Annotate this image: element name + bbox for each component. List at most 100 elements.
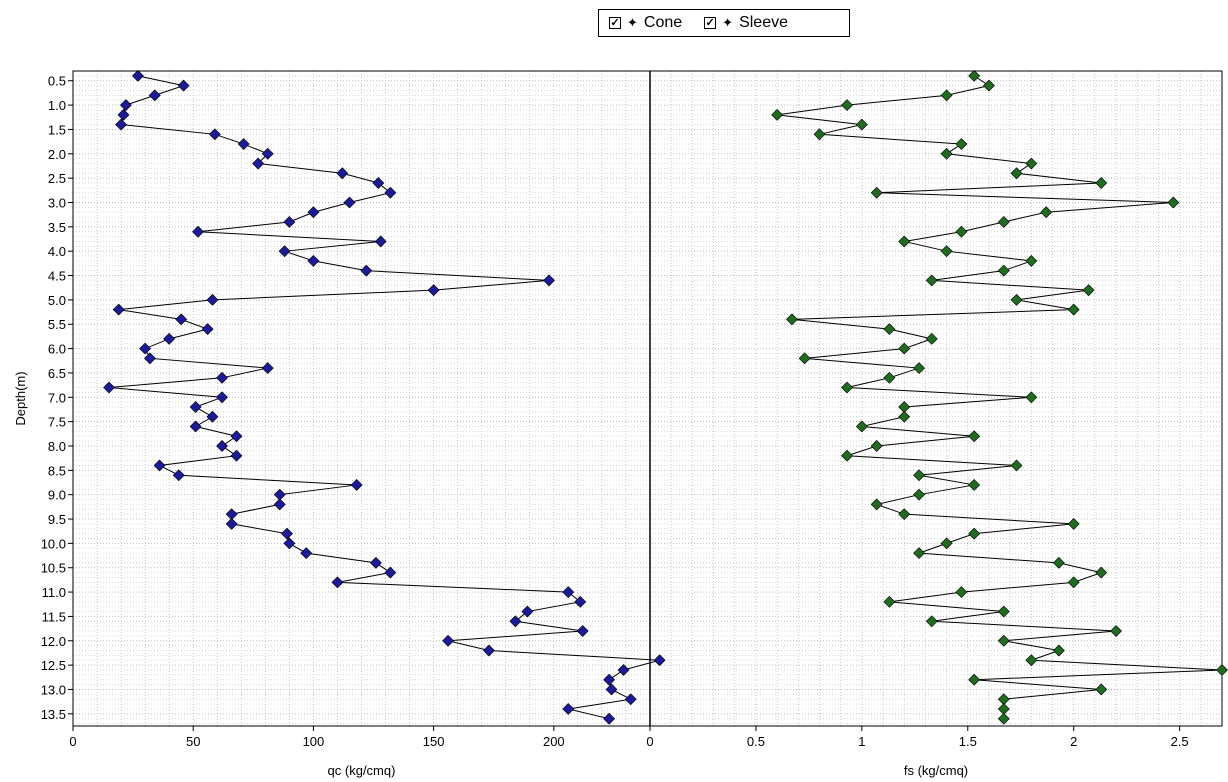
x-tick-label: 200	[543, 734, 565, 749]
cone-data-point	[216, 371, 228, 384]
sleeve-data-point	[968, 527, 981, 540]
cone-data-point	[336, 167, 349, 180]
sleeve-data-point	[1040, 206, 1053, 219]
cone-data-point	[230, 430, 243, 443]
y-tick-label: 9.0	[48, 488, 66, 503]
cone-data-point	[189, 401, 202, 413]
cone-data-point	[482, 644, 495, 657]
sleeve-data-point	[1025, 391, 1038, 404]
cone-data-point	[117, 108, 130, 121]
sleeve-data-point	[841, 99, 853, 112]
sleeve-data-point	[813, 128, 826, 141]
cone-data-point	[189, 420, 202, 433]
cone-data-point	[521, 605, 534, 618]
sleeve-data-point	[997, 264, 1010, 277]
cone-data-point	[617, 664, 630, 676]
cone-data-point	[350, 479, 363, 491]
x-tick-label: 1	[858, 734, 865, 749]
x-axis-label: fs (kg/cmq)	[904, 763, 968, 778]
x-tick-label: 0	[69, 734, 76, 749]
cone-checkbox[interactable]: ✓	[609, 17, 621, 29]
cone-data-point	[343, 196, 356, 209]
diamond-marker-icon: ✦	[722, 15, 734, 30]
sleeve-data-point	[771, 108, 784, 121]
cone-data-point	[261, 362, 274, 374]
legend: ✓ ✦ Cone ✓ ✦ Sleeve	[598, 9, 850, 37]
x-tick-label: 0.5	[747, 734, 765, 749]
y-tick-label: 5.5	[48, 317, 66, 332]
sleeve-data-point	[1010, 167, 1023, 180]
cone-data-point	[653, 654, 666, 667]
cone-data-point	[201, 323, 214, 336]
cone-data-point	[442, 634, 454, 647]
y-tick-label: 7.0	[48, 390, 66, 405]
cone-data-point	[576, 625, 589, 637]
y-tick-label: 5.0	[48, 293, 66, 308]
sleeve-data-point	[1095, 683, 1108, 696]
sleeve-checkbox[interactable]: ✓	[704, 17, 717, 29]
cone-data-point	[281, 527, 293, 540]
y-tick-label: 13.0	[41, 682, 66, 697]
sleeve-data-point	[841, 449, 853, 462]
sleeve-data-point	[925, 332, 938, 345]
sleeve-data-point	[1010, 459, 1023, 472]
sleeve-data-point	[940, 537, 953, 550]
sleeve-data-point	[883, 371, 896, 384]
cone-data-point	[216, 440, 228, 452]
sleeve-data-point	[997, 216, 1010, 228]
cone-data-point	[562, 586, 575, 599]
sleeve-data-point	[913, 362, 925, 374]
cone-data-point	[603, 712, 616, 725]
x-tick-label: 50	[186, 734, 200, 749]
legend-item-sleeve[interactable]: ✓ ✦ Sleeve	[704, 14, 788, 32]
legend-item-cone[interactable]: ✓ ✦ Cone	[609, 14, 682, 32]
y-tick-label: 12.5	[41, 658, 66, 673]
sleeve-data-point	[798, 352, 811, 365]
sleeve-series-line	[777, 75, 1223, 719]
y-tick-label: 1.0	[48, 98, 66, 113]
sleeve-data-point	[997, 712, 1010, 725]
sleeve-data-point	[968, 479, 981, 491]
legend-label-cone: Cone	[643, 14, 683, 31]
y-tick-label: 10.5	[41, 561, 66, 576]
sleeve-data-point	[997, 634, 1010, 647]
cone-data-point	[252, 157, 265, 170]
sleeve-data-point	[1025, 654, 1038, 667]
sleeve-data-point	[1216, 664, 1228, 676]
cone-data-point	[283, 216, 296, 228]
sleeve-data-point	[898, 235, 911, 248]
y-tick-label: 3.5	[48, 220, 66, 235]
cone-data-point	[624, 693, 637, 706]
cone-data-point	[562, 703, 575, 715]
x-tick-label: 2.5	[1171, 734, 1189, 749]
x-axis-label: qc (kg/cmq)	[328, 763, 396, 778]
sleeve-data-point	[913, 547, 925, 560]
y-tick-label: 6.0	[48, 342, 66, 357]
y-tick-label: 8.5	[48, 463, 66, 478]
sleeve-data-point	[898, 342, 911, 355]
sleeve-data-point	[955, 586, 968, 599]
cone-data-point	[603, 673, 616, 686]
y-tick-label: 12.0	[41, 634, 66, 649]
sleeve-data-point	[883, 323, 896, 336]
sleeve-data-point	[855, 118, 868, 131]
sleeve-data-point	[1025, 255, 1038, 267]
sleeve-data-point	[786, 313, 798, 326]
plot-frame	[72, 70, 1223, 727]
y-axis-label: Depth(m)	[13, 371, 28, 425]
cone-data-point	[300, 547, 313, 560]
cone-data-point	[139, 342, 152, 355]
sleeve-data-point	[925, 274, 938, 287]
sleeve-data-point	[841, 381, 853, 394]
cone-data-point	[307, 255, 320, 267]
sleeve-data-point	[855, 420, 868, 433]
cone-data-point	[172, 469, 185, 482]
sleeve-data-point	[983, 79, 995, 92]
sleeve-data-point	[883, 595, 896, 608]
y-tick-label: 11.0	[42, 585, 66, 600]
y-tick-label: 8.0	[48, 439, 66, 454]
y-tick-label: 4.5	[48, 269, 66, 284]
sleeve-data-point	[955, 138, 968, 150]
cone-data-point	[605, 683, 618, 696]
